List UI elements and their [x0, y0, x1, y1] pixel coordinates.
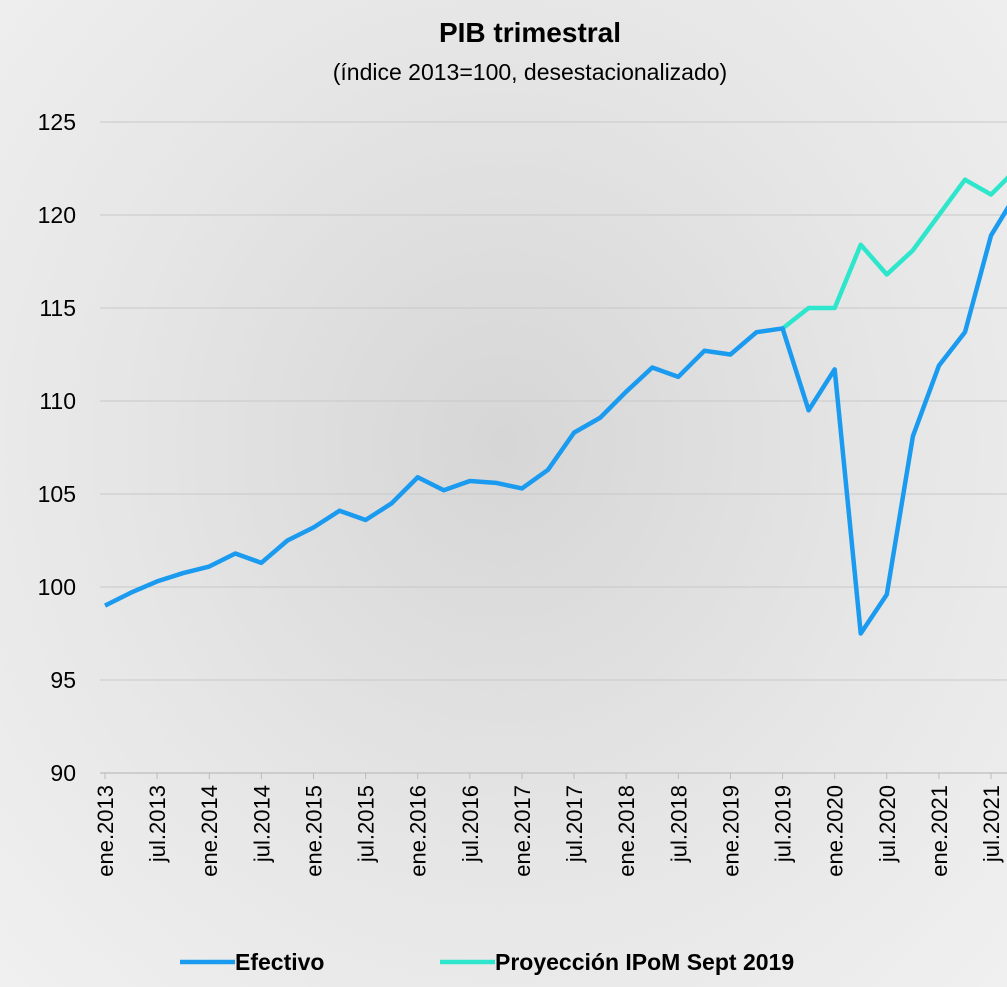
- x-tick-label: ene.2019: [718, 785, 743, 877]
- x-tick-label: jul.2020: [875, 785, 900, 863]
- x-tick-label: jul.2013: [145, 785, 170, 863]
- x-tick-label: ene.2017: [510, 785, 535, 877]
- y-tick-label: 100: [38, 574, 76, 600]
- x-tick-label: jul.2019: [771, 785, 796, 863]
- chart-subtitle: (índice 2013=100, desestacionalizado): [333, 59, 727, 85]
- x-tick-label: jul.2016: [458, 785, 483, 863]
- x-tick-label: jul.2017: [562, 785, 587, 863]
- x-tick-label: jul.2015: [354, 785, 379, 863]
- y-tick-label: 125: [38, 109, 76, 135]
- y-tick-label: 90: [50, 760, 76, 786]
- y-tick-label: 95: [50, 667, 76, 693]
- chart-title: PIB trimestral: [439, 17, 621, 48]
- x-tick-label: ene.2016: [406, 785, 431, 877]
- x-tick-label: jul.2014: [249, 785, 274, 863]
- x-tick-label: ene.2018: [614, 785, 639, 877]
- legend-label: Proyección IPoM Sept 2019: [495, 949, 794, 975]
- y-tick-label: 110: [39, 388, 76, 414]
- chart: PIB trimestral (índice 2013=100, desesta…: [0, 0, 1007, 987]
- y-tick-label: 120: [38, 202, 76, 228]
- x-tick-label: ene.2021: [927, 785, 952, 877]
- x-tick-label: jul.2021: [979, 785, 1004, 863]
- x-tick-label: ene.2013: [93, 785, 118, 877]
- page: PIB trimestral (índice 2013=100, desesta…: [0, 0, 1007, 987]
- x-tick-label: jul.2018: [666, 785, 691, 863]
- y-tick-label: 105: [38, 481, 76, 507]
- legend-label: Efectivo: [235, 949, 324, 975]
- x-tick-label: ene.2014: [197, 785, 222, 877]
- x-tick-label: ene.2020: [823, 785, 848, 877]
- y-tick-label: 115: [39, 295, 76, 321]
- x-tick-label: ene.2015: [301, 785, 326, 877]
